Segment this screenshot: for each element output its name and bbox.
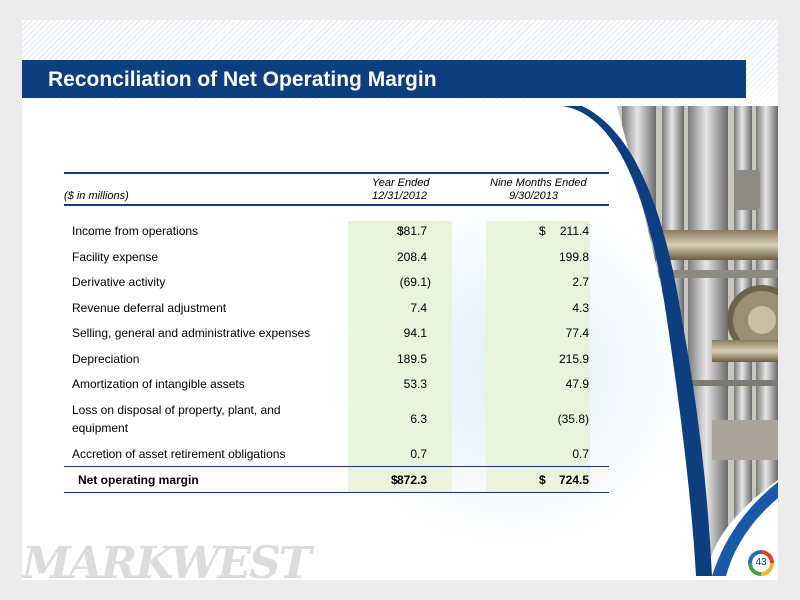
row-value-2013: (35.8): [557, 412, 589, 426]
row-value-2012: 208.4: [396, 250, 427, 264]
col1-header-line1: Year Ended: [372, 177, 430, 189]
currency-symbol: $: [397, 224, 404, 238]
total-top-rule: [64, 466, 609, 467]
row-value-2012: 189.5: [396, 352, 427, 366]
table-header-rule: [64, 204, 609, 206]
row-value-2012: (69.1): [399, 275, 431, 289]
slide: Reconciliation of Net Operating Margin (…: [22, 20, 778, 580]
row-value-2013: 4.3: [572, 301, 589, 315]
markwest-logo: MARKWEST: [22, 538, 312, 580]
total-bottom-rule: [64, 492, 609, 493]
currency-symbol: $: [391, 473, 398, 487]
row-label: Selling, general and administrative expe…: [72, 326, 311, 340]
row-value-2013: 77.4: [565, 326, 589, 340]
total-value-2012: 872.3: [396, 473, 427, 487]
row-label: Amortization of intangible assets: [72, 377, 245, 391]
row-value-2012: 6.3: [410, 412, 427, 426]
row-value-2012: 0.7: [410, 447, 427, 461]
year-ended-column-shade: [348, 221, 452, 493]
total-label: Net operating margin: [78, 473, 199, 487]
title-bar: Reconciliation of Net Operating Margin: [22, 60, 746, 98]
units-label: ($ in millions): [64, 190, 129, 202]
col2-header-line2: 9/30/2013: [509, 190, 558, 202]
col1-header-line2: 12/31/2012: [372, 190, 428, 202]
table-top-rule: [64, 172, 609, 174]
currency-symbol: $: [539, 224, 546, 238]
row-label: Derivative activity: [72, 275, 166, 289]
row-value-2012: 94.1: [403, 326, 427, 340]
row-label: Income from operations: [72, 224, 199, 238]
row-value-2012: 53.3: [403, 377, 427, 391]
row-value-2013: 199.8: [558, 250, 589, 264]
row-label: Accretion of asset retirement obligation…: [72, 447, 286, 461]
plant-photo-illustration: [562, 106, 778, 576]
nine-months-column-shade: [486, 221, 590, 493]
row-value-2013: 47.9: [565, 377, 589, 391]
row-value-2013: 215.9: [558, 352, 589, 366]
page-number-badge: 43: [748, 550, 774, 576]
row-value-2013: 211.4: [559, 224, 589, 238]
row-value-2012: 381.7: [396, 224, 427, 238]
page-title: Reconciliation of Net Operating Margin: [48, 68, 437, 91]
row-label: Facility expense: [72, 250, 159, 264]
row-label: Revenue deferral adjustment: [72, 301, 227, 315]
row-label: Loss on disposal of property, plant, and…: [72, 403, 281, 435]
row-value-2012: 7.4: [410, 301, 427, 315]
row-value-2013: 0.7: [572, 447, 589, 461]
page-number: 43: [752, 554, 770, 572]
total-value-2013: 724.5: [558, 473, 589, 487]
row-value-2013: 2.7: [572, 275, 589, 289]
col2-header-line1: Nine Months Ended: [490, 177, 587, 189]
currency-symbol: $: [539, 473, 546, 487]
row-label: Depreciation: [72, 352, 140, 366]
